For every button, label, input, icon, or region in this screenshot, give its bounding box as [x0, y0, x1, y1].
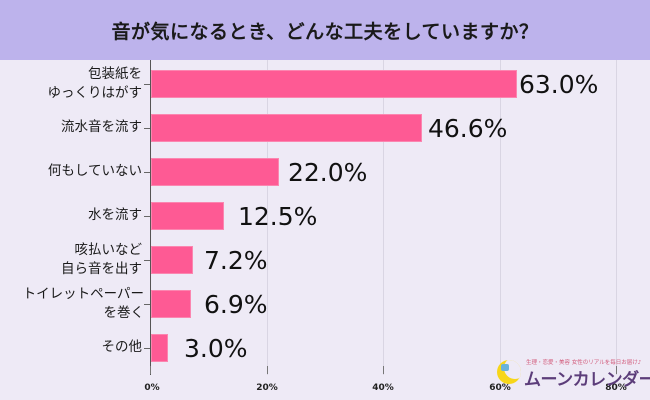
bar [151, 202, 224, 230]
x-tick [267, 366, 268, 374]
value-label: 12.5% [238, 202, 318, 231]
y-tick [144, 260, 150, 261]
category-label: 何もしていない [47, 163, 142, 179]
gridline-40 [383, 60, 384, 375]
category-label: 水を流す [88, 207, 142, 223]
category-label-line: 咳払いなど [74, 242, 143, 258]
logo-tagline: 生理・恋愛・美容 女性のリアルを毎日お届け♪ [526, 360, 642, 366]
bar [151, 290, 191, 318]
x-tick [150, 366, 151, 374]
category-label: 包装紙を ゆっくりはがす [0, 65, 143, 103]
gridline-60 [500, 60, 501, 375]
x-tick [616, 366, 617, 374]
value-label: 46.6% [428, 114, 508, 143]
y-tick [144, 216, 150, 217]
mascot-icon [501, 364, 509, 371]
bar [151, 334, 168, 362]
category-label-line: を巻く [103, 305, 145, 321]
logo-name: ムーンカレンダー [524, 370, 650, 390]
moon-calendar-logo: 生理・恋愛・美容 女性のリアルを毎日お届け♪ ムーンカレンダー [497, 358, 650, 392]
x-tick-label: 40% [372, 383, 394, 393]
y-tick [144, 84, 150, 85]
bar-chart: 0% 20% 40% 60% 80% 包装紙を ゆっくりはがす 流水音を流す 何… [0, 60, 650, 400]
value-label: 7.2% [204, 246, 268, 275]
value-label: 6.9% [204, 290, 268, 319]
y-tick [144, 172, 150, 173]
category-label: 咳払いなど 自ら音を出す [0, 241, 142, 279]
bar [151, 114, 422, 142]
y-axis-line [150, 60, 151, 375]
x-tick-label: 20% [256, 383, 278, 393]
bar [151, 158, 279, 186]
x-tick-label: 0% [144, 383, 160, 393]
value-label: 3.0% [184, 334, 248, 363]
bar [151, 70, 517, 98]
chart-title: 音が気になるとき、どんな工夫をしていますか？ [111, 20, 539, 43]
x-tick [383, 366, 384, 374]
chart-title-bar: 音が気になるとき、どんな工夫をしていますか？ [0, 0, 650, 60]
value-label: 22.0% [288, 158, 368, 187]
category-label: トイレットペーパー を巻く [0, 285, 144, 323]
category-label-line: トイレットペーパー [22, 286, 144, 302]
gridline-20 [267, 60, 268, 375]
category-label-line: 自ら音を出す [61, 261, 142, 277]
y-tick [144, 348, 150, 349]
y-tick [144, 128, 150, 129]
category-label-line: 包装紙を [88, 66, 142, 82]
category-label: 流水音を流す [61, 119, 142, 135]
category-label-line: ゆっくりはがす [47, 85, 143, 101]
gridline-80 [616, 60, 617, 375]
value-label: 63.0% [519, 70, 599, 99]
x-tick-label: 80% [605, 383, 627, 393]
category-label: その他 [101, 339, 143, 355]
y-tick [144, 304, 150, 305]
x-tick-label: 60% [489, 383, 511, 393]
bar [151, 246, 193, 274]
